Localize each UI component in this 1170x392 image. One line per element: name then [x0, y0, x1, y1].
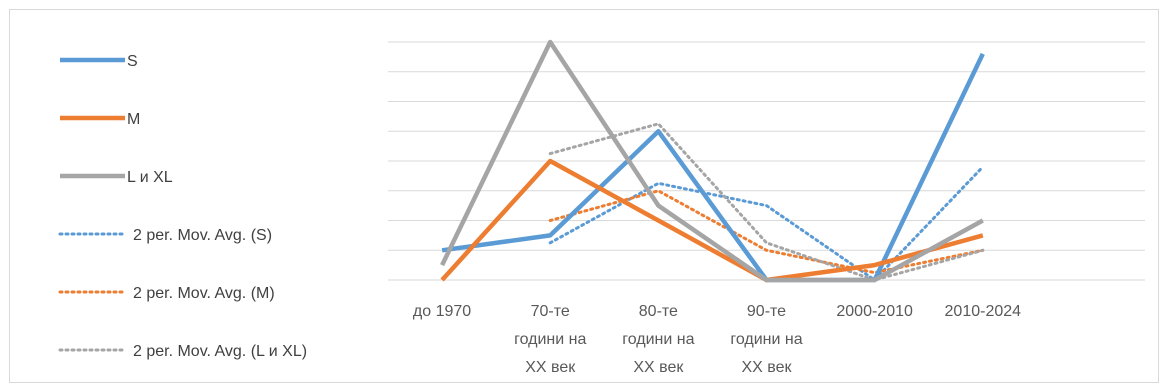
- series-line-2: [440, 39, 984, 283]
- legend-label: 2 per. Mov. Avg. (L и XL): [133, 343, 307, 360]
- trendline-1: [548, 189, 985, 275]
- legend-entry: 2 per. Mov. Avg. (M): [58, 285, 275, 302]
- gridlines: [388, 41, 1145, 281]
- trendline-2: [548, 122, 985, 282]
- x-tick-label: до 1970: [413, 303, 471, 320]
- legend-label: 2 per. Mov. Avg. (M): [133, 285, 275, 302]
- legend-entry: 2 per. Mov. Avg. (S): [58, 227, 272, 244]
- legend-label: 2 per. Mov. Avg. (S): [133, 227, 272, 244]
- x-tick-label: 90-те години на XX век: [730, 303, 802, 376]
- series-line-0: [441, 52, 985, 283]
- legend-entry: L и XL: [60, 169, 173, 186]
- legend-entry: 2 per. Mov. Avg. (L и XL): [58, 343, 307, 360]
- x-tick-label: 2010-2024: [945, 303, 1022, 320]
- x-tick-label: 2000-2010: [836, 303, 913, 320]
- x-axis-tick-labels: до 1970 70-те години на XX век 80-те години н…: [413, 303, 1021, 376]
- x-tick-label: 80-те години на XX век: [622, 303, 694, 376]
- x-tick-label: 70-те години на XX век: [514, 303, 586, 376]
- legend-label: S: [127, 53, 138, 70]
- series-lines: [440, 39, 985, 283]
- legend-entry: S: [60, 53, 138, 70]
- legend-label: L и XL: [127, 169, 173, 186]
- trendline-0: [548, 165, 985, 282]
- legend: S M L и XL 2 per. Mov. Avg. (S) 2 per. Mov. …: [58, 53, 307, 360]
- legend-entry: M: [60, 111, 140, 128]
- series-line-1: [440, 158, 984, 283]
- legend-label: M: [127, 111, 140, 128]
